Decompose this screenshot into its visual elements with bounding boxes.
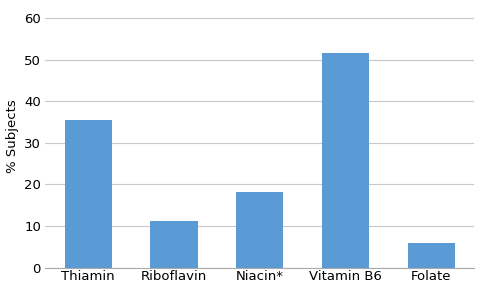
Bar <box>408 243 455 268</box>
Y-axis label: % Subjects: % Subjects <box>6 100 19 173</box>
Bar <box>65 120 112 268</box>
Bar <box>236 192 283 268</box>
Bar <box>150 221 198 268</box>
Bar <box>322 53 369 268</box>
